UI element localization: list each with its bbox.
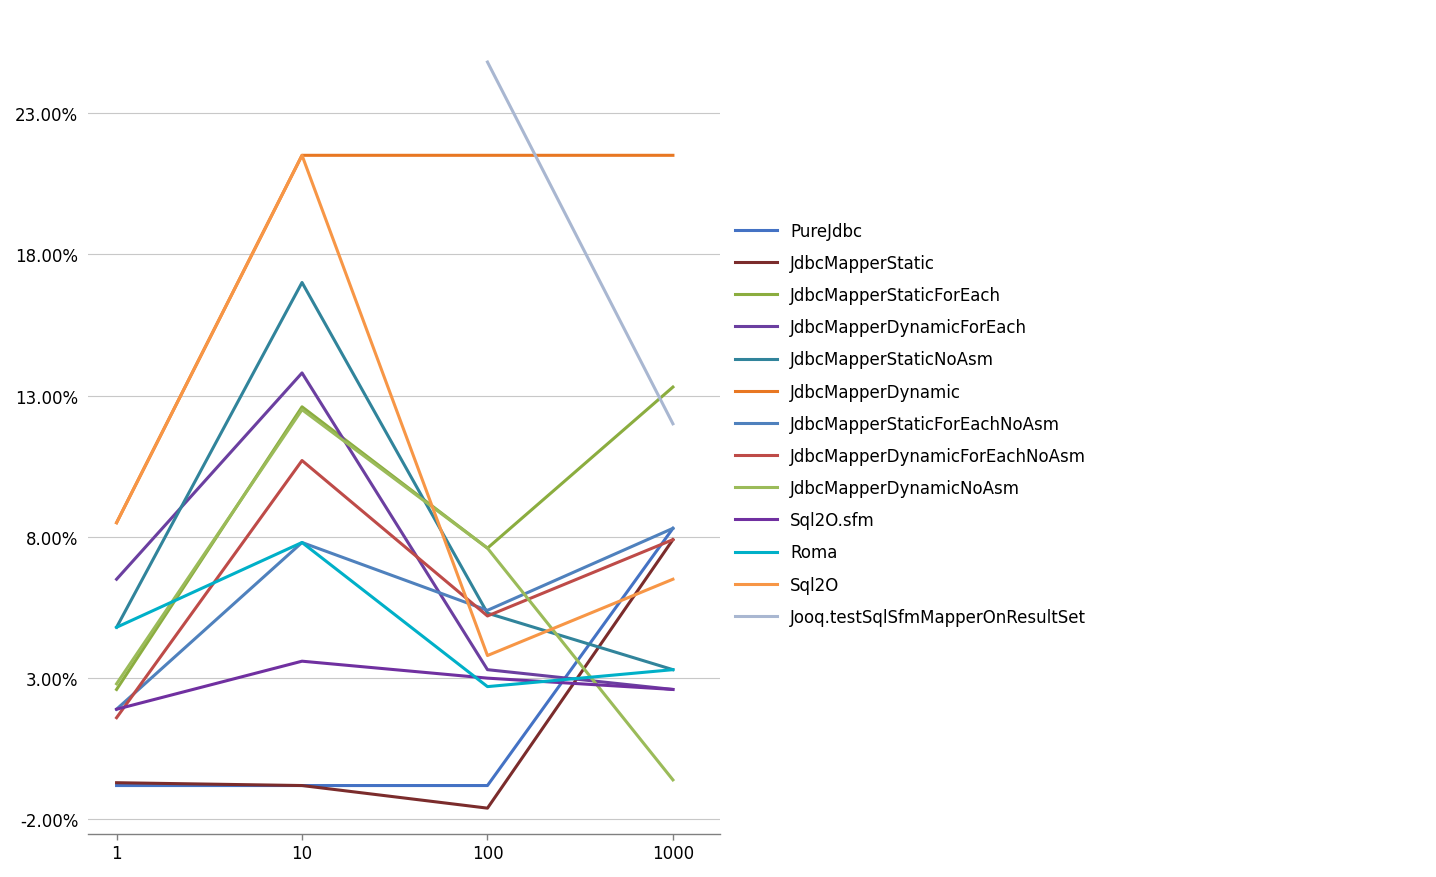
JdbcMapperStatic	[478, 803, 495, 814]
Line: Sql2O: Sql2O	[116, 156, 673, 656]
Roma	[665, 665, 682, 675]
Sql2O.sfm	[108, 704, 125, 715]
Line: JdbcMapperStaticNoAsm: JdbcMapperStaticNoAsm	[116, 283, 673, 670]
JdbcMapperStaticForEachNoAsm	[478, 605, 495, 616]
JdbcMapperDynamicForEachNoAsm	[293, 456, 310, 467]
JdbcMapperDynamic	[478, 151, 495, 161]
Line: Sql2O.sfm: Sql2O.sfm	[116, 661, 673, 709]
JdbcMapperDynamicForEach	[665, 684, 682, 695]
JdbcMapperStaticForEachNoAsm	[293, 538, 310, 548]
Sql2O	[108, 517, 125, 528]
JdbcMapperDynamic	[293, 151, 310, 161]
JdbcMapperDynamicForEachNoAsm	[108, 713, 125, 724]
JdbcMapperStatic	[108, 778, 125, 788]
JdbcMapperStaticForEach	[665, 382, 682, 393]
Line: JdbcMapperDynamicForEachNoAsm: JdbcMapperDynamicForEachNoAsm	[116, 461, 673, 718]
JdbcMapperStaticNoAsm	[478, 608, 495, 618]
JdbcMapperDynamicNoAsm	[478, 543, 495, 553]
Line: Roma: Roma	[116, 543, 673, 687]
Line: JdbcMapperStaticForEach: JdbcMapperStaticForEach	[116, 388, 673, 689]
Line: JdbcMapperDynamicForEach: JdbcMapperDynamicForEach	[116, 374, 673, 689]
JdbcMapperStaticNoAsm	[665, 665, 682, 675]
JdbcMapperDynamic	[108, 517, 125, 528]
JdbcMapperStaticForEach	[478, 543, 495, 553]
JdbcMapperStatic	[293, 781, 310, 791]
PureJdbc	[293, 781, 310, 791]
Roma	[108, 623, 125, 633]
JdbcMapperDynamicNoAsm	[665, 774, 682, 785]
Line: JdbcMapperStatic: JdbcMapperStatic	[116, 540, 673, 809]
JdbcMapperDynamic	[665, 151, 682, 161]
JdbcMapperStaticNoAsm	[108, 623, 125, 633]
JdbcMapperStaticForEachNoAsm	[665, 524, 682, 534]
PureJdbc	[108, 781, 125, 791]
Roma	[293, 538, 310, 548]
Sql2O.sfm	[293, 656, 310, 667]
Jooq.testSqlSfmMapperOnResultSet	[478, 58, 495, 68]
JdbcMapperDynamicForEach	[478, 665, 495, 675]
Line: PureJdbc: PureJdbc	[116, 529, 673, 786]
JdbcMapperStatic	[665, 535, 682, 545]
Line: JdbcMapperDynamicNoAsm: JdbcMapperDynamicNoAsm	[116, 410, 673, 780]
Line: Jooq.testSqlSfmMapperOnResultSet: Jooq.testSqlSfmMapperOnResultSet	[487, 63, 673, 424]
JdbcMapperDynamicForEachNoAsm	[665, 535, 682, 545]
Line: JdbcMapperDynamic: JdbcMapperDynamic	[116, 156, 673, 523]
PureJdbc	[665, 524, 682, 534]
Sql2O	[665, 574, 682, 585]
JdbcMapperStaticForEach	[108, 684, 125, 695]
JdbcMapperDynamicForEach	[108, 574, 125, 585]
JdbcMapperStaticForEach	[293, 403, 310, 413]
PureJdbc	[478, 781, 495, 791]
Roma	[478, 681, 495, 692]
Sql2O	[478, 651, 495, 661]
Line: JdbcMapperStaticForEachNoAsm: JdbcMapperStaticForEachNoAsm	[116, 529, 673, 709]
Sql2O.sfm	[665, 684, 682, 695]
JdbcMapperStaticNoAsm	[293, 278, 310, 289]
JdbcMapperDynamicNoAsm	[293, 405, 310, 416]
JdbcMapperStaticForEachNoAsm	[108, 704, 125, 715]
Legend: PureJdbc, JdbcMapperStatic, JdbcMapperStaticForEach, JdbcMapperDynamicForEach, J: PureJdbc, JdbcMapperStatic, JdbcMapperSt…	[735, 223, 1086, 626]
Sql2O.sfm	[478, 674, 495, 684]
JdbcMapperDynamicForEachNoAsm	[478, 611, 495, 622]
JdbcMapperDynamicForEach	[293, 368, 310, 379]
Jooq.testSqlSfmMapperOnResultSet	[665, 419, 682, 430]
JdbcMapperDynamicNoAsm	[108, 679, 125, 689]
Sql2O	[293, 151, 310, 161]
